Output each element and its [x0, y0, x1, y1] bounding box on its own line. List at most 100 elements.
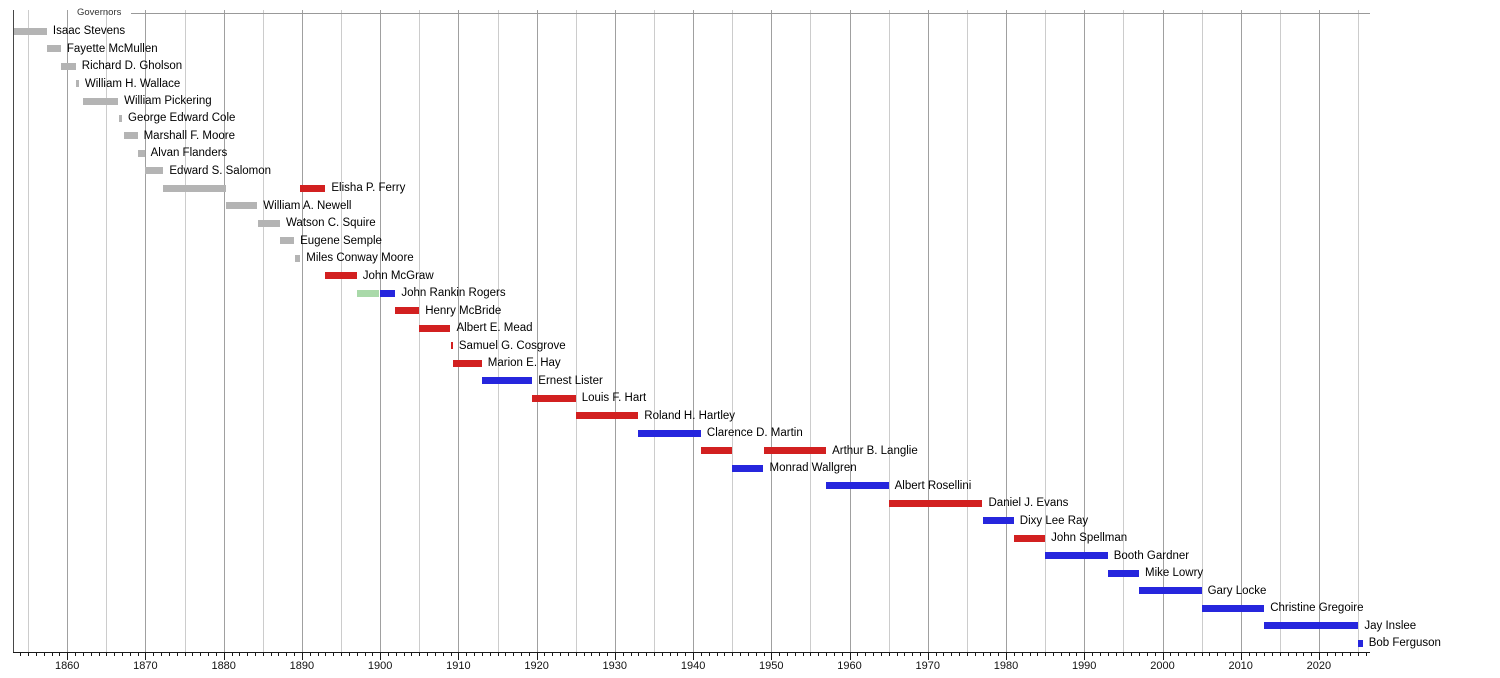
governor-bar[interactable]: [294, 254, 301, 262]
governor-bar[interactable]: [226, 202, 258, 210]
axis-tick: [255, 653, 256, 656]
governor-bar[interactable]: [452, 359, 482, 367]
governor-bar[interactable]: [14, 27, 47, 35]
governor-label[interactable]: Christine Gregoire: [1270, 602, 1364, 615]
governor-bar[interactable]: [700, 447, 733, 455]
governor-bar[interactable]: [75, 80, 79, 87]
governor-label[interactable]: John Spellman: [1051, 532, 1128, 545]
governor-bar[interactable]: [356, 289, 380, 297]
governor-label[interactable]: Marion E. Hay: [487, 357, 561, 370]
governor-label[interactable]: Henry McBride: [425, 304, 502, 317]
axis-tick: [1013, 653, 1015, 656]
governor-label[interactable]: Miles Conway Moore: [306, 252, 414, 265]
governor-bar[interactable]: [575, 412, 639, 420]
axis-tick: [1162, 653, 1164, 660]
governor-label[interactable]: William H. Wallace: [84, 77, 181, 90]
governor-label[interactable]: Albert Rosellini: [894, 479, 972, 492]
governor-label[interactable]: Isaac Stevens: [52, 25, 126, 37]
axis-tick: [75, 653, 76, 656]
governor-label[interactable]: Eugene Semple: [300, 234, 382, 247]
governor-label[interactable]: Watson C. Squire: [286, 217, 376, 230]
governor-label[interactable]: Albert E. Mead: [456, 322, 533, 335]
axis-tick: [341, 653, 342, 656]
governor-bar[interactable]: [1201, 604, 1265, 612]
axis-tick: [294, 653, 296, 656]
governor-label[interactable]: Fayette McMullen: [66, 42, 158, 55]
year-gridline: [653, 10, 655, 652]
axis-tick: [419, 653, 421, 656]
governor-label[interactable]: Elisha P. Ferry: [331, 182, 406, 195]
governor-bar[interactable]: [532, 394, 576, 402]
governor-label[interactable]: John McGraw: [362, 269, 434, 282]
governor-bar[interactable]: [982, 517, 1014, 525]
governor-bar[interactable]: [118, 114, 122, 122]
governor-bar[interactable]: [380, 289, 396, 297]
governor-bar[interactable]: [280, 237, 295, 245]
governor-bar[interactable]: [481, 377, 533, 385]
governor-bar[interactable]: [60, 62, 76, 70]
governor-bar[interactable]: [1139, 587, 1202, 595]
governor-label[interactable]: Booth Gardner: [1113, 549, 1190, 562]
axis-tick: [1326, 653, 1328, 656]
governor-bar[interactable]: [1013, 534, 1046, 542]
governor-label[interactable]: Samuel G. Cosgrove: [458, 339, 566, 352]
governor-bar[interactable]: [888, 499, 983, 507]
axis-tick: [301, 653, 303, 660]
governor-bar[interactable]: [638, 429, 701, 437]
governor-label[interactable]: Louis F. Hart: [581, 392, 647, 405]
governor-bar[interactable]: [395, 307, 420, 315]
governor-label[interactable]: Edward S. Salomon: [169, 164, 272, 177]
year-gridline: [341, 10, 342, 652]
governor-label[interactable]: William Pickering: [124, 95, 212, 107]
governor-bar[interactable]: [163, 184, 226, 192]
year-gridline: [732, 10, 734, 652]
year-gridline: [849, 10, 851, 652]
year-gridline: [1279, 10, 1281, 652]
governor-label[interactable]: Monrad Wallgren: [769, 462, 857, 475]
governor-bar[interactable]: [258, 219, 280, 227]
governor-bar[interactable]: [325, 272, 357, 280]
governor-label[interactable]: Clarence D. Martin: [706, 427, 803, 440]
governor-bar[interactable]: [1107, 569, 1139, 577]
axis-tick: [959, 653, 961, 656]
governor-label[interactable]: William A. Newell: [263, 199, 352, 212]
year-gridline: [223, 10, 225, 652]
axis-tick: [552, 653, 554, 656]
governor-label[interactable]: Daniel J. Evans: [988, 497, 1069, 510]
governor-label[interactable]: Alvan Flanders: [150, 147, 228, 160]
governor-label[interactable]: Dixy Lee Ray: [1019, 514, 1089, 527]
governor-bar[interactable]: [1264, 622, 1359, 630]
governor-label[interactable]: Bob Ferguson: [1368, 637, 1441, 650]
governor-bar[interactable]: [82, 97, 118, 105]
axis-tick: [286, 653, 288, 656]
axis-tick: [575, 653, 577, 656]
governor-bar[interactable]: [46, 45, 61, 52]
axis-tick: [356, 653, 358, 656]
year-gridline: [458, 10, 460, 652]
governor-label[interactable]: George Edward Cole: [128, 112, 236, 125]
governor-label[interactable]: Arthur B. Langlie: [832, 444, 918, 457]
governor-label[interactable]: Jay Inslee: [1364, 619, 1417, 632]
axis-tick: [1006, 653, 1007, 660]
governor-bar[interactable]: [763, 447, 827, 455]
governor-label[interactable]: Mike Lowry: [1145, 567, 1204, 580]
governor-label[interactable]: Ernest Lister: [538, 374, 603, 387]
governor-bar[interactable]: [419, 324, 451, 332]
governor-bar[interactable]: [1358, 639, 1363, 647]
governor-bar[interactable]: [826, 482, 889, 490]
year-gridline: [301, 10, 303, 652]
axis-tick: [607, 653, 608, 656]
governor-bar[interactable]: [300, 184, 326, 192]
governor-label[interactable]: Gary Locke: [1207, 584, 1267, 597]
governor-bar[interactable]: [123, 132, 138, 140]
governor-bar[interactable]: [1045, 552, 1108, 560]
governor-label[interactable]: Richard D. Gholson: [81, 60, 183, 72]
governor-label[interactable]: Marshall F. Moore: [143, 129, 235, 142]
governor-bar[interactable]: [732, 464, 764, 472]
governor-bar[interactable]: [450, 342, 453, 350]
governor-bar[interactable]: [145, 167, 164, 175]
governor-bar[interactable]: [138, 149, 145, 157]
governor-label[interactable]: John Rankin Rogers: [401, 287, 506, 300]
governor-label[interactable]: Roland H. Hartley: [644, 409, 736, 422]
year-gridline: [67, 10, 69, 652]
